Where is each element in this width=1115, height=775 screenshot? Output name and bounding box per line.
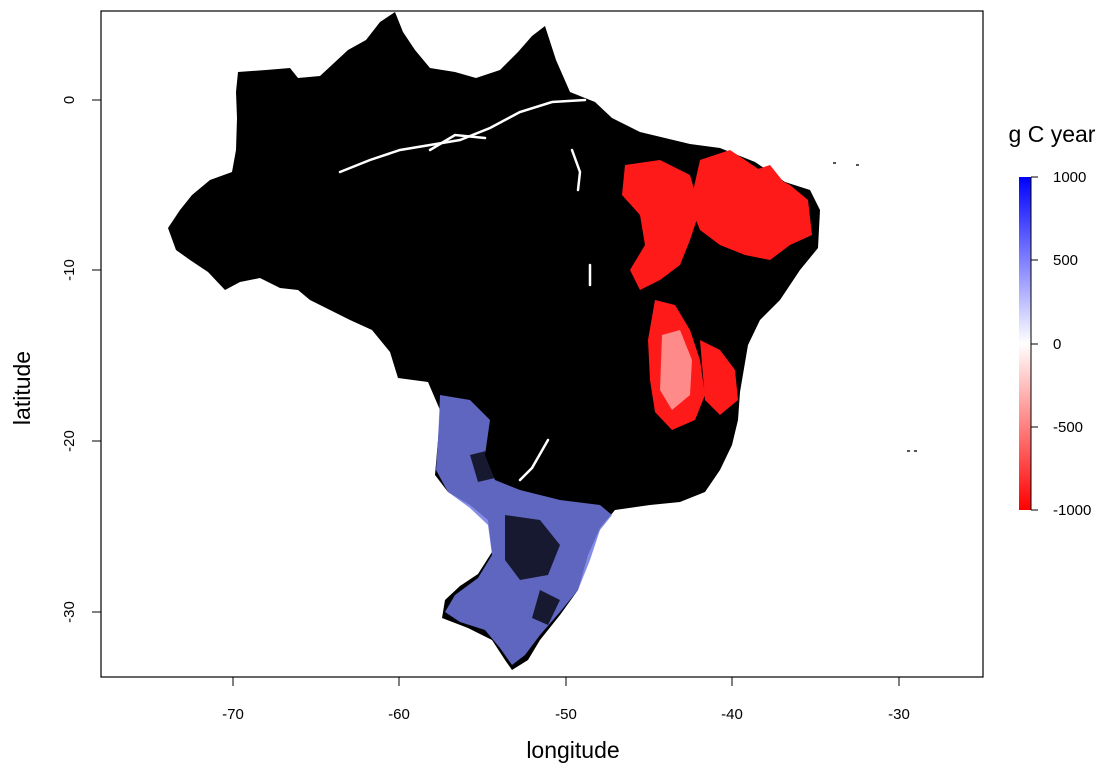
legend-tick-label: 0 bbox=[1053, 336, 1061, 353]
x-tick-label: -70 bbox=[222, 706, 244, 723]
pink-region-east bbox=[660, 330, 692, 410]
x-tick-label: -30 bbox=[888, 706, 910, 723]
legend-title: g C year bbox=[1009, 121, 1096, 147]
y-axis: 0 -10 -20 -30 bbox=[61, 96, 102, 623]
south-dark-patches bbox=[470, 450, 560, 625]
x-tick-label: -60 bbox=[388, 706, 410, 723]
y-tick-label: -10 bbox=[61, 259, 78, 281]
x-axis: -70 -60 -50 -40 -30 bbox=[222, 676, 910, 723]
y-axis-title: latitude bbox=[9, 351, 35, 425]
y-tick-label: -30 bbox=[61, 601, 78, 623]
x-axis-title: longitude bbox=[526, 737, 619, 763]
blue-speckle-north bbox=[170, 60, 580, 290]
rivers bbox=[338, 98, 592, 482]
legend-tick-label: 500 bbox=[1053, 252, 1078, 269]
legend-tick-label: -1000 bbox=[1053, 502, 1091, 519]
color-legend: g C year 1000 500 0 -500 -1000 bbox=[1009, 121, 1096, 519]
legend-tick-label: 1000 bbox=[1053, 169, 1086, 186]
x-tick-label: -40 bbox=[721, 706, 743, 723]
y-tick-label: 0 bbox=[61, 96, 78, 104]
island-dot bbox=[907, 450, 910, 452]
island-dot bbox=[856, 164, 859, 166]
island-dot bbox=[914, 450, 917, 452]
x-tick-label: -50 bbox=[555, 706, 577, 723]
island-dot bbox=[833, 162, 836, 164]
legend-tick-label: -500 bbox=[1053, 419, 1083, 436]
y-tick-label: -20 bbox=[61, 430, 78, 452]
legend-colorbar bbox=[1019, 177, 1031, 510]
brazil-map bbox=[168, 12, 917, 670]
